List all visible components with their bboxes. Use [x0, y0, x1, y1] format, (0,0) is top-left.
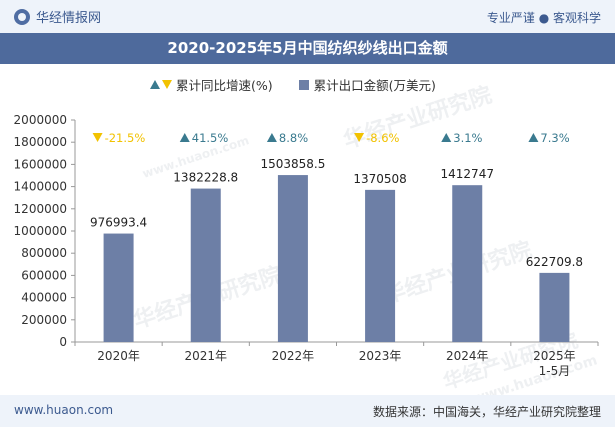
x-tick-label: 2025年: [533, 349, 576, 363]
y-tick-label: 2000000: [14, 113, 67, 127]
triangle-down-icon: [162, 80, 172, 89]
growth-down-icon: [92, 133, 103, 142]
growth-up-icon: [528, 133, 539, 142]
y-tick-label: 1400000: [14, 180, 67, 194]
legend-label-export: 累计出口金额(万美元): [313, 78, 436, 93]
x-tick-label: 2022年: [272, 349, 315, 363]
growth-label: -8.6%: [366, 131, 399, 145]
footer-source: 数据来源：中国海关，华经产业研究院整理: [372, 405, 601, 419]
top-bar: 华经情报网 专业严谨 ● 客观科学: [0, 0, 615, 33]
brand-name: 华经情报网: [36, 11, 102, 26]
x-tick-label: 2020年: [97, 349, 140, 363]
growth-up-icon: [441, 133, 452, 142]
bar-value-label: 1503858.5: [260, 157, 325, 171]
triangle-up-icon: [150, 80, 160, 89]
growth-label: 41.5%: [192, 131, 229, 145]
growth-label: -21.5%: [105, 131, 146, 145]
y-tick-label: 1800000: [14, 135, 67, 149]
bar: [190, 188, 221, 342]
bar: [365, 189, 396, 342]
title-bar: 2020-2025年5月中国纺织纱线出口金额: [0, 33, 615, 64]
bar-value-label: 1382228.8: [173, 171, 238, 185]
brand-logo-icon: [14, 8, 30, 25]
growth-up-icon: [179, 133, 190, 142]
y-tick-label: 200000: [21, 313, 67, 327]
bar-value-label: 1370508: [353, 172, 406, 186]
bar: [539, 272, 570, 342]
bar: [452, 185, 483, 342]
y-tick-label: 400000: [21, 291, 67, 305]
y-tick-label: 1600000: [14, 157, 67, 171]
tagline: 专业严谨 ● 客观科学: [486, 11, 601, 25]
x-tick-label: 2021年: [184, 349, 227, 363]
legend-label-growth: 累计同比增速(%): [176, 78, 273, 93]
x-tick-label: 1-5月: [539, 364, 571, 378]
growth-up-icon: [266, 133, 277, 142]
legend-swatch-bar: [298, 79, 309, 90]
bar-value-label: 976993.4: [90, 216, 147, 230]
y-tick-label: 800000: [21, 246, 67, 260]
legend-item-growth: 累计同比增速(%): [150, 75, 273, 94]
chart-canvas: 0 200000 400000 600000 800000 1000000 1200000 1…: [14, 113, 599, 378]
y-tick-label: 600000: [21, 268, 67, 282]
brand-logo[interactable]: 华经情报网: [14, 7, 101, 26]
bar: [277, 175, 308, 342]
bar-value-label: 622709.8: [526, 255, 583, 269]
growth-label: 8.8%: [279, 131, 308, 145]
y-tick-label: 1200000: [14, 202, 67, 216]
legend-item-export: 累计出口金额(万美元): [298, 75, 436, 94]
bar: [103, 233, 134, 342]
bar-value-label: 1412747: [441, 167, 494, 181]
y-tick-label: 0: [59, 335, 67, 349]
chart-title: 2020-2025年5月中国纺织纱线出口金额: [167, 39, 448, 57]
chart-legend: 累计同比增速(%) 累计出口金额(万美元): [150, 75, 462, 94]
footer-bar: www.huaon.com 数据来源：中国海关，华经产业研究院整理: [0, 395, 615, 427]
x-tick-label: 2024年: [446, 349, 489, 363]
y-tick-label: 1000000: [14, 224, 67, 238]
growth-label: 3.1%: [453, 131, 482, 145]
growth-down-icon: [354, 133, 365, 142]
growth-label: 7.3%: [540, 131, 569, 145]
x-tick-label: 2023年: [359, 349, 402, 363]
footer-url-link[interactable]: www.huaon.com: [14, 403, 114, 417]
